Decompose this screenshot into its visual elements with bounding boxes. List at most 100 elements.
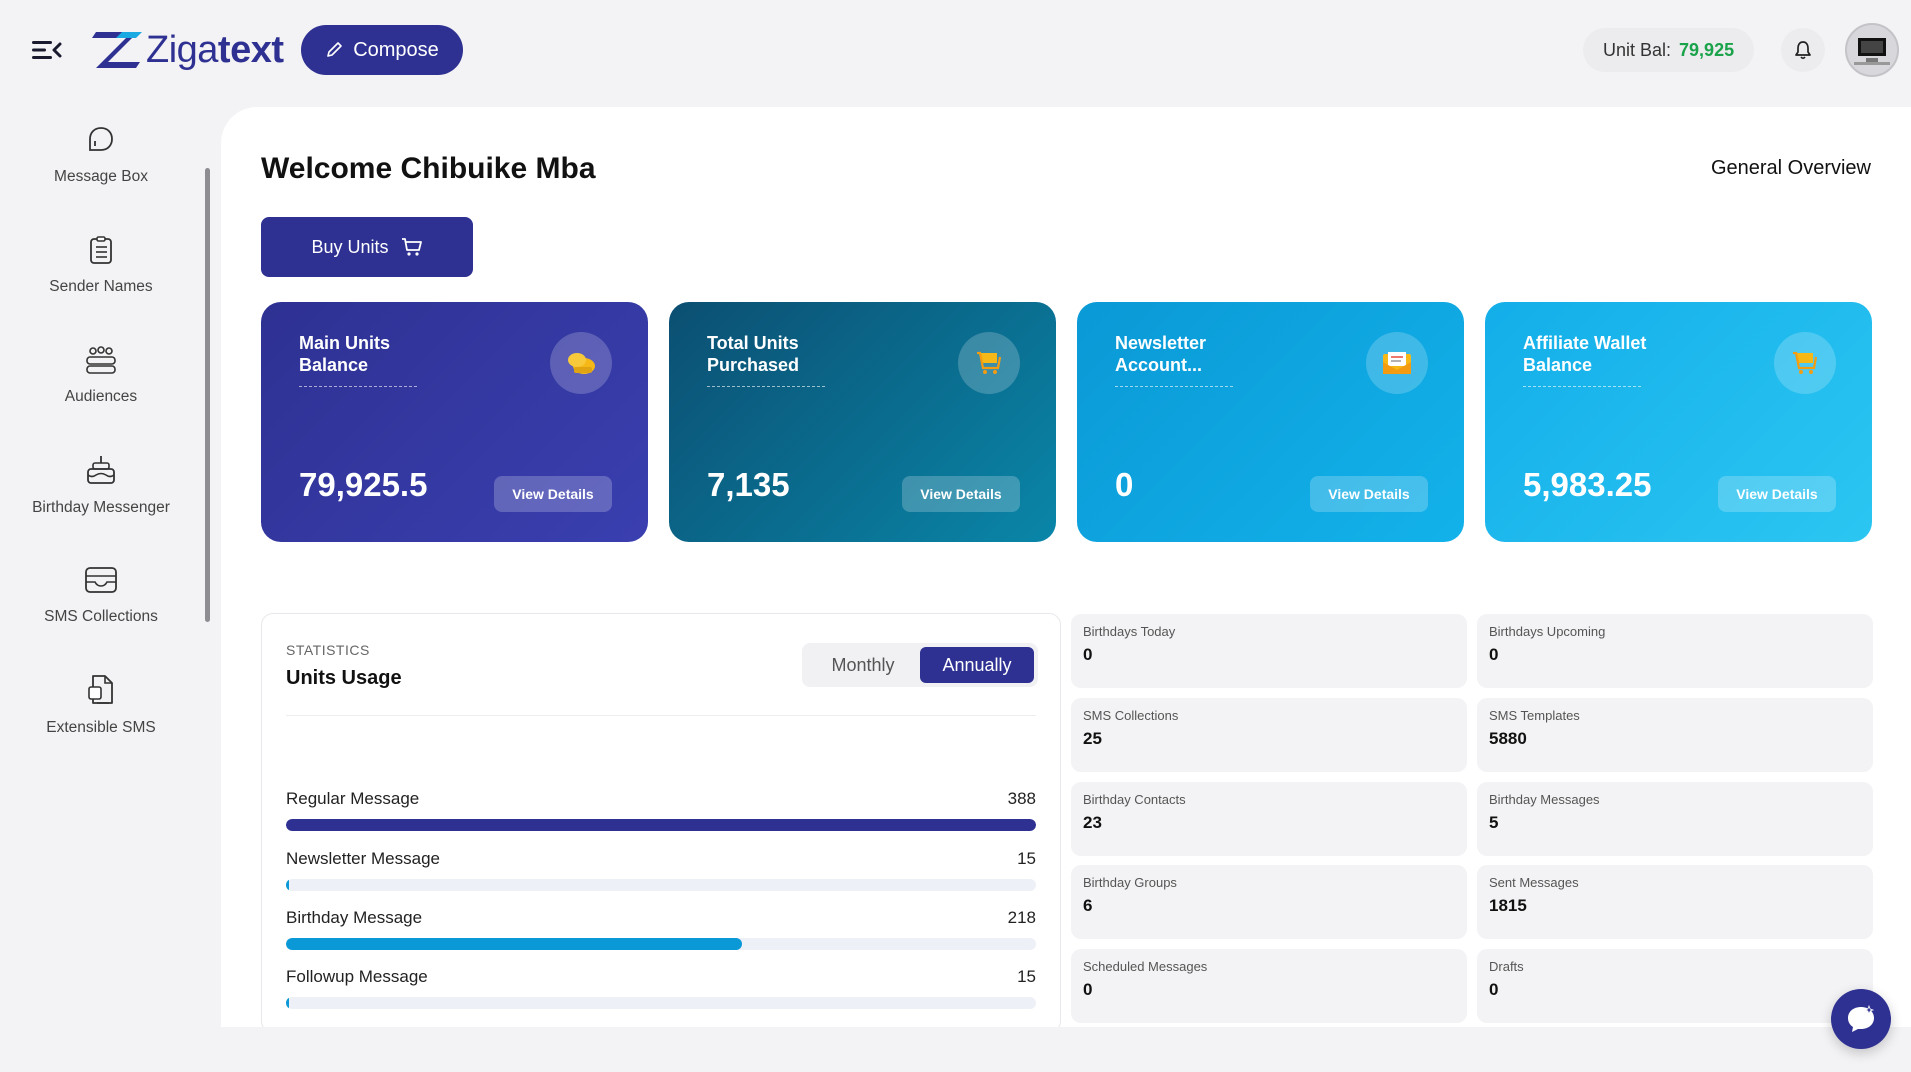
card-value: 7,135 <box>707 466 790 503</box>
card-value: 5,983.25 <box>1523 466 1652 503</box>
sidebar-item-label: SMS Collections <box>44 608 158 625</box>
unit-balance-badge: Unit Bal: 79,925 <box>1583 28 1755 72</box>
chat-bubble-icon <box>89 127 113 151</box>
usage-bar-fill <box>286 997 289 1009</box>
user-avatar[interactable] <box>1845 23 1899 77</box>
counter-birthday-contacts[interactable]: Birthday Contacts 23 <box>1071 782 1467 856</box>
sidebar-item-sender-names[interactable]: Sender Names <box>0 210 202 320</box>
usage-value: 15 <box>1017 849 1036 868</box>
usage-bar-track <box>286 938 1036 950</box>
view-details-button[interactable]: View Details <box>494 476 612 512</box>
view-details-button[interactable]: View Details <box>902 476 1020 512</box>
sidebar-item-message-box[interactable]: Message Box <box>0 100 202 210</box>
top-bar: Zigatext Compose Unit Bal: 79,925 <box>0 0 1911 100</box>
counter-sent-messages[interactable]: Sent Messages 1815 <box>1477 865 1873 939</box>
counter-value: 0 <box>1083 980 1093 999</box>
counter-drafts[interactable]: Drafts 0 <box>1477 949 1873 1023</box>
card-value: 0 <box>1115 466 1134 503</box>
sidebar-item-label: Message Box <box>54 168 148 185</box>
cake-icon <box>87 456 115 484</box>
sidebar-item-sms-collections[interactable]: SMS Collections <box>0 540 202 650</box>
counter-value: 23 <box>1083 813 1102 832</box>
brand-name: Zigatext <box>146 28 284 71</box>
toggle-monthly[interactable]: Monthly <box>831 654 895 675</box>
compose-button[interactable]: Compose <box>301 25 463 75</box>
card-title-underline <box>1115 386 1233 387</box>
sidebar-item-audiences[interactable]: Audiences <box>0 320 202 430</box>
usage-bar-fill <box>286 938 742 950</box>
sidebar-item-label: Sender Names <box>49 278 153 295</box>
logo-mark-icon <box>92 32 142 68</box>
clipboard-list-icon <box>90 236 112 264</box>
counter-sms-collections[interactable]: SMS Collections 25 <box>1071 698 1467 772</box>
usage-bar-track <box>286 879 1036 891</box>
counter-label: Birthday Contacts <box>1083 792 1186 807</box>
counter-label: Scheduled Messages <box>1083 959 1208 974</box>
card-affiliate-wallet-balance: Affiliate Wallet Balance 5,983.25 View D… <box>1485 302 1872 542</box>
usage-label: Birthday Message <box>286 908 423 927</box>
overview-label: General Overview <box>1710 157 1871 179</box>
unit-balance-label: Unit Bal: <box>1603 39 1672 60</box>
card-title-underline <box>707 386 825 387</box>
card-title: Newsletter Account... <box>1115 333 1207 375</box>
usage-item-followup: Followup Message 15 <box>286 967 1036 1009</box>
view-details-button[interactable]: View Details <box>1718 476 1836 512</box>
menu-collapse-icon[interactable] <box>30 36 64 64</box>
cart-icon <box>1774 332 1836 394</box>
usage-item-newsletter: Newsletter Message 15 <box>286 849 1036 891</box>
chat-support-icon[interactable] <box>1831 989 1891 1049</box>
card-value: 79,925.5 <box>299 466 428 503</box>
usage-value: 15 <box>1017 967 1036 986</box>
counter-label: SMS Collections <box>1083 708 1179 723</box>
counter-value: 25 <box>1083 729 1102 748</box>
sidebar-item-label: Audiences <box>64 388 138 405</box>
usage-value: 218 <box>1007 908 1036 927</box>
toggle-annually[interactable]: Annually <box>920 647 1034 683</box>
card-main-units-balance: Main Units Balance 79,925.5 View Details <box>261 302 648 542</box>
card-title: Total Units Purchased <box>707 333 800 375</box>
card-title-underline <box>299 386 417 387</box>
card-title: Affiliate Wallet Balance <box>1523 333 1647 375</box>
page-title: Welcome Chibuike Mba <box>261 152 596 185</box>
counter-birthdays-upcoming[interactable]: Birthdays Upcoming 0 <box>1477 614 1873 688</box>
buy-units-button[interactable]: Buy Units <box>261 217 473 277</box>
avatar-image-icon <box>1854 38 1890 65</box>
counter-value: 5 <box>1489 813 1499 832</box>
counter-label: Sent Messages <box>1489 875 1579 890</box>
sidebar-item-label: Birthday Messenger <box>32 499 170 516</box>
units-usage-panel: STATISTICS Units Usage Monthly Annually … <box>261 613 1061 1027</box>
counter-value: 0 <box>1489 645 1499 664</box>
sidebar-item-extensible-sms[interactable]: Extensible SMS <box>0 650 202 760</box>
cart-icon <box>401 238 422 256</box>
counter-birthday-groups[interactable]: Birthday Groups 6 <box>1071 865 1467 939</box>
card-newsletter-account: Newsletter Account... 0 View Details <box>1077 302 1464 542</box>
main-panel: Welcome Chibuike Mba General Overview Bu… <box>221 107 1911 1027</box>
sidebar-item-birthday-messenger[interactable]: Birthday Messenger <box>0 430 202 540</box>
brand-logo[interactable]: Zigatext <box>92 28 284 72</box>
sidebar: Message Box Sender Names Audiences Birth… <box>0 100 205 760</box>
counter-birthdays-today[interactable]: Birthdays Today 0 <box>1071 614 1467 688</box>
usage-bar-track <box>286 819 1036 831</box>
notification-bell-icon[interactable] <box>1781 28 1825 72</box>
summary-cards: Main Units Balance 79,925.5 View Details… <box>261 302 1872 542</box>
compose-label: Compose <box>353 38 439 61</box>
document-icon <box>88 675 113 704</box>
counter-sms-templates[interactable]: SMS Templates 5880 <box>1477 698 1873 772</box>
sidebar-item-label: Extensible SMS <box>46 719 156 736</box>
counter-scheduled-messages[interactable]: Scheduled Messages 0 <box>1071 949 1467 1023</box>
compose-icon <box>327 42 342 57</box>
card-title-underline <box>1523 386 1641 387</box>
inbox-icon <box>85 567 117 593</box>
usage-label: Regular Message <box>286 789 420 808</box>
counter-value: 5880 <box>1489 729 1527 748</box>
view-details-button[interactable]: View Details <box>1310 476 1428 512</box>
usage-label: Followup Message <box>286 967 428 986</box>
counter-label: Birthdays Today <box>1083 624 1176 639</box>
counter-label: Birthdays Upcoming <box>1489 624 1606 639</box>
counter-label: Birthday Messages <box>1489 792 1600 807</box>
counter-birthday-messages[interactable]: Birthday Messages 5 <box>1477 782 1873 856</box>
stats-kicker: STATISTICS <box>286 642 370 658</box>
card-total-units-purchased: Total Units Purchased 7,135 View Details <box>669 302 1056 542</box>
unit-balance-value: 79,925 <box>1679 39 1735 60</box>
sidebar-scrollbar[interactable] <box>205 168 210 622</box>
